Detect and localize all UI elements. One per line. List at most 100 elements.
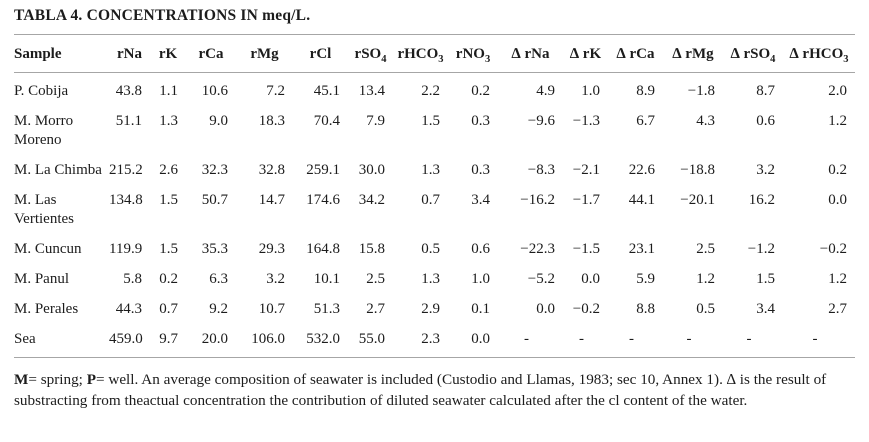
value-cell: 1.5 bbox=[159, 192, 178, 208]
value-cell: 3.2 bbox=[266, 271, 285, 287]
table-title: TABLA 4. CONCENTRATIONS IN meq/L. bbox=[14, 7, 311, 24]
value-cell: 20.0 bbox=[201, 331, 228, 347]
value-cell: 119.9 bbox=[109, 241, 143, 257]
value-cell: −0.2 bbox=[819, 241, 847, 257]
value-cell: 1.5 bbox=[159, 241, 178, 257]
sample-name: P. Cobija bbox=[14, 83, 69, 99]
table-row: M. La Chimba 215.2 2.6 32.3 32.8 259.1 30.0 1.3… bbox=[14, 156, 855, 186]
column-header: rCa bbox=[186, 34, 236, 73]
value-cell: 35.3 bbox=[201, 241, 228, 257]
value-cell: 1.3 bbox=[421, 162, 440, 178]
value-cell: 51.3 bbox=[313, 301, 340, 317]
table-row: M. Cuncun 119.9 1.5 35.3 29.3 164.8 15.8 0.5 0.6… bbox=[14, 235, 855, 265]
sample-name: M. Morro Moreno bbox=[14, 113, 74, 148]
column-header: ∆ rK bbox=[563, 34, 608, 73]
value-cell: 44.1 bbox=[628, 192, 655, 208]
value-cell: 32.3 bbox=[201, 162, 228, 178]
table-row: M. Morro Moreno 51.1 1.3 9.0 18.3 70.4 7.9 1.5 0… bbox=[14, 107, 855, 156]
value-cell: - bbox=[579, 331, 584, 347]
table-row: Sea 459.0 9.7 20.0 106.0 532.0 55.0 2.3 0.0 - - - - -… bbox=[14, 325, 855, 358]
value-cell: 0.2 bbox=[159, 271, 178, 287]
sample-name: M. Panul bbox=[14, 271, 70, 287]
value-cell: −1.2 bbox=[747, 241, 775, 257]
value-cell: 7.9 bbox=[366, 113, 385, 129]
value-cell: 4.9 bbox=[536, 83, 555, 99]
value-cell: 10.1 bbox=[313, 271, 340, 287]
value-cell: 0.0 bbox=[471, 331, 490, 347]
value-cell: 0.3 bbox=[471, 162, 490, 178]
value-cell: 34.2 bbox=[358, 192, 385, 208]
table-body: P. Cobija 43.8 1.1 10.6 7.2 45.1 13.4 2.2 0.2 4.9… bbox=[14, 73, 855, 358]
footnote-text: = well. An average composition of seawat… bbox=[14, 371, 827, 409]
value-cell: 10.6 bbox=[201, 83, 228, 99]
value-cell: 459.0 bbox=[109, 331, 143, 347]
column-header: ∆ rHCO3 bbox=[783, 34, 855, 73]
value-cell: 10.7 bbox=[258, 301, 285, 317]
value-cell: 2.5 bbox=[696, 241, 715, 257]
value-cell: 9.7 bbox=[159, 331, 178, 347]
value-cell: 51.1 bbox=[115, 113, 142, 129]
value-cell: - bbox=[524, 331, 529, 347]
column-header: ∆ rCa bbox=[608, 34, 663, 73]
value-cell: 43.8 bbox=[115, 83, 142, 99]
value-cell: 0.1 bbox=[471, 301, 490, 317]
value-cell: 215.2 bbox=[109, 162, 143, 178]
value-cell: 32.8 bbox=[258, 162, 285, 178]
value-cell: 18.3 bbox=[258, 113, 285, 129]
value-cell: 6.7 bbox=[636, 113, 655, 129]
column-header: ∆ rNa bbox=[498, 34, 563, 73]
value-cell: 164.8 bbox=[306, 241, 340, 257]
value-cell: 7.2 bbox=[266, 83, 285, 99]
value-cell: 3.4 bbox=[471, 192, 490, 208]
value-cell: 15.8 bbox=[358, 241, 385, 257]
value-cell: 50.7 bbox=[201, 192, 228, 208]
value-cell: 23.1 bbox=[628, 241, 655, 257]
value-cell: −1.8 bbox=[687, 83, 715, 99]
sample-name: M. Perales bbox=[14, 301, 79, 317]
value-cell: 0.7 bbox=[421, 192, 440, 208]
value-cell: 0.0 bbox=[828, 192, 847, 208]
footnote-text: = spring; bbox=[28, 371, 87, 388]
value-cell: −2.1 bbox=[572, 162, 600, 178]
table-header-row: Sample rNa rK rCa rMg rCl rSO4 rHCO3 rNO3 ∆ rNa ∆ … bbox=[14, 34, 855, 73]
value-cell: 2.7 bbox=[366, 301, 385, 317]
value-cell: 174.6 bbox=[306, 192, 340, 208]
value-cell: 0.5 bbox=[696, 301, 715, 317]
sample-name: M. La Chimba bbox=[14, 162, 102, 178]
value-cell: 0.6 bbox=[756, 113, 775, 129]
document-page: TABLA 4. CONCENTRATIONS IN meq/L. Sample… bbox=[14, 7, 855, 409]
value-cell: 3.2 bbox=[756, 162, 775, 178]
value-cell: 0.2 bbox=[828, 162, 847, 178]
column-header: rCl bbox=[293, 34, 348, 73]
value-cell: −1.5 bbox=[572, 241, 600, 257]
value-cell: −5.2 bbox=[527, 271, 555, 287]
value-cell: - bbox=[812, 331, 818, 347]
value-cell: 1.3 bbox=[421, 271, 440, 287]
value-cell: 1.2 bbox=[828, 113, 847, 129]
table-row: M. Las Vertientes 134.8 1.5 50.7 14.7 174.6 34… bbox=[14, 186, 855, 235]
column-header: rSO4 bbox=[348, 34, 393, 73]
value-cell: 16.2 bbox=[748, 192, 775, 208]
table-row: P. Cobija 43.8 1.1 10.6 7.2 45.1 13.4 2.2 0.2 4.9… bbox=[14, 73, 855, 108]
value-cell: −18.8 bbox=[680, 162, 715, 178]
value-cell: −1.7 bbox=[572, 192, 600, 208]
value-cell: 30.0 bbox=[358, 162, 385, 178]
value-cell: 13.4 bbox=[358, 83, 385, 99]
value-cell: 2.7 bbox=[828, 301, 847, 317]
value-cell: 0.0 bbox=[581, 271, 600, 287]
value-cell: 1.2 bbox=[828, 271, 847, 287]
value-cell: 259.1 bbox=[306, 162, 340, 178]
value-cell: 2.9 bbox=[421, 301, 440, 317]
value-cell: 2.0 bbox=[828, 83, 847, 99]
value-cell: 55.0 bbox=[358, 331, 385, 347]
sample-name: M. Cuncun bbox=[14, 241, 82, 257]
column-header: rNO3 bbox=[448, 34, 498, 73]
value-cell: 70.4 bbox=[313, 113, 340, 129]
value-cell: 0.5 bbox=[421, 241, 440, 257]
value-cell: 2.2 bbox=[421, 83, 440, 99]
column-header: ∆ rSO4 bbox=[723, 34, 783, 73]
table-row: M. Perales 44.3 0.7 9.2 10.7 51.3 2.7 2.9 0.1 0.0… bbox=[14, 295, 855, 325]
value-cell: 1.0 bbox=[581, 83, 600, 99]
value-cell: 532.0 bbox=[306, 331, 340, 347]
value-cell: 8.7 bbox=[756, 83, 775, 99]
